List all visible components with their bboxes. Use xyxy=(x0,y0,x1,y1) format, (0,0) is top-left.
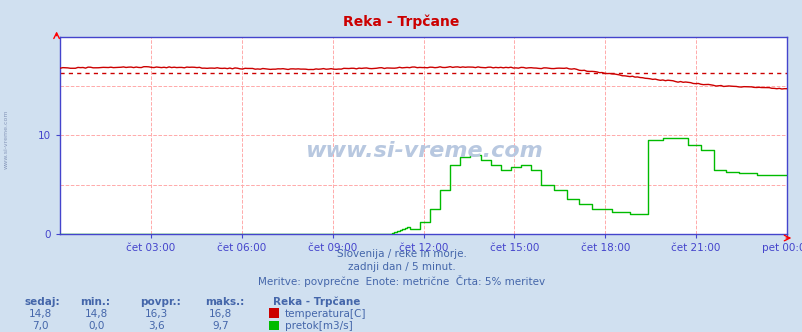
Text: sedaj:: sedaj: xyxy=(24,297,59,307)
Text: povpr.:: povpr.: xyxy=(140,297,181,307)
Text: Slovenija / reke in morje.: Slovenija / reke in morje. xyxy=(336,249,466,259)
Text: zadnji dan / 5 minut.: zadnji dan / 5 minut. xyxy=(347,262,455,272)
Text: 0,0: 0,0 xyxy=(88,321,104,331)
Text: maks.:: maks.: xyxy=(205,297,244,307)
Text: Meritve: povprečne  Enote: metrične  Črta: 5% meritev: Meritve: povprečne Enote: metrične Črta:… xyxy=(257,275,545,287)
Text: temperatura[C]: temperatura[C] xyxy=(285,309,366,319)
Text: 9,7: 9,7 xyxy=(213,321,229,331)
Text: 7,0: 7,0 xyxy=(32,321,48,331)
Text: 3,6: 3,6 xyxy=(148,321,164,331)
Text: Reka - Trpčane: Reka - Trpčane xyxy=(343,14,459,29)
Text: www.si-vreme.com: www.si-vreme.com xyxy=(304,141,542,161)
Text: 14,8: 14,8 xyxy=(85,309,107,319)
Text: pretok[m3/s]: pretok[m3/s] xyxy=(285,321,352,331)
Text: Reka - Trpčane: Reka - Trpčane xyxy=(273,297,360,307)
Text: min.:: min.: xyxy=(80,297,110,307)
Text: www.si-vreme.com: www.si-vreme.com xyxy=(4,110,9,169)
Text: 14,8: 14,8 xyxy=(29,309,51,319)
Text: 16,3: 16,3 xyxy=(145,309,168,319)
Text: 16,8: 16,8 xyxy=(209,309,232,319)
